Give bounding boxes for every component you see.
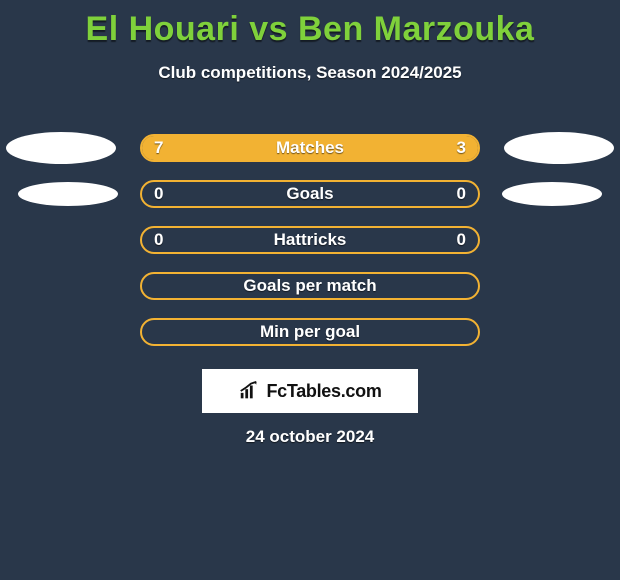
stat-label: Hattricks: [142, 230, 478, 250]
stat-label: Goals: [142, 184, 478, 204]
page-subtitle: Club competitions, Season 2024/2025: [0, 63, 620, 83]
stat-label: Goals per match: [142, 276, 478, 296]
logo-text: FcTables.com: [266, 381, 381, 402]
stat-bar: Goals per match: [140, 272, 480, 300]
player-left-marker: [6, 132, 116, 164]
player-right-marker: [502, 182, 602, 206]
stat-bar: Hattricks0 0: [140, 226, 480, 254]
fctables-logo[interactable]: FcTables.com: [202, 369, 418, 413]
stat-value-right: 0: [457, 230, 466, 250]
snapshot-date: 24 october 2024: [0, 427, 620, 447]
stat-row: Goals per match: [0, 263, 620, 309]
page-title: El Houari vs Ben Marzouka: [0, 0, 620, 49]
stat-value-right: 0: [457, 184, 466, 204]
stat-row: Matches73: [0, 125, 620, 171]
stat-value-left: 0: [154, 230, 163, 250]
stat-label: Min per goal: [142, 322, 478, 342]
chart-icon: [238, 380, 260, 402]
stat-bar: Min per goal: [140, 318, 480, 346]
stat-bar: Matches73: [140, 134, 480, 162]
stat-bar: Goals0 0: [140, 180, 480, 208]
player-left-marker: [18, 182, 118, 206]
player-right-marker: [504, 132, 614, 164]
fill-right: [370, 136, 478, 160]
stat-row: Min per goal: [0, 309, 620, 355]
comparison-rows: Matches73Goals00Hattricks00Goals per mat…: [0, 125, 620, 355]
stat-value-left: 0: [154, 184, 163, 204]
stat-row: Goals0 0: [0, 171, 620, 217]
fill-left: [142, 136, 370, 160]
stat-row: Hattricks0 0: [0, 217, 620, 263]
